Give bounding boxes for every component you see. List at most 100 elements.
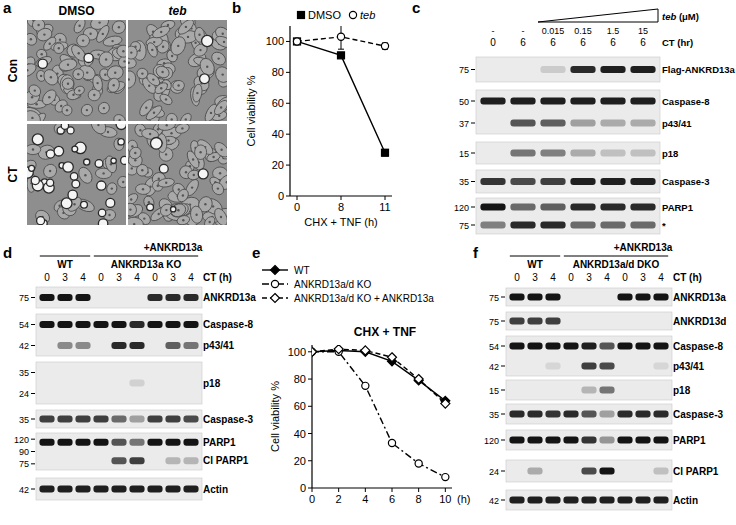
membrane [36, 362, 202, 404]
mw-marker: 42 [489, 496, 499, 506]
nucleus [40, 75, 42, 77]
nucleus [166, 124, 168, 126]
band [93, 321, 108, 328]
blot-strip [36, 478, 202, 500]
nucleus [177, 209, 179, 211]
y-tick-label: 60 [294, 400, 306, 412]
band [39, 321, 54, 328]
lane-time: 3 [170, 272, 176, 283]
nucleus [58, 47, 60, 49]
x-tick [418, 488, 419, 492]
round-cell [61, 124, 68, 129]
legend-label: teb [360, 9, 375, 21]
y-tick-label: 40 [272, 128, 284, 140]
band [600, 120, 625, 127]
band [563, 411, 578, 418]
nucleus [167, 139, 169, 141]
mw-tick [501, 471, 505, 472]
legend-item: ANKRD13a/d KO + ANKRD13a [262, 293, 434, 304]
y-axis [289, 26, 290, 196]
band [617, 468, 632, 475]
lane-time: 3 [640, 272, 646, 283]
plot-marks [312, 345, 450, 481]
band [635, 387, 650, 394]
band [147, 457, 162, 464]
micrograph [27, 124, 126, 225]
legend-label: ANKRD13a/d KO [294, 279, 371, 290]
band [630, 204, 655, 211]
dose-triangle [538, 9, 658, 22]
nucleus [78, 89, 80, 91]
band [510, 204, 535, 211]
band [111, 342, 126, 349]
band [480, 222, 505, 229]
band [570, 120, 595, 127]
band [93, 380, 108, 387]
band [545, 497, 560, 504]
round-cell [54, 146, 64, 156]
band-label: Cl PARP1 [203, 455, 249, 466]
blot-strip [506, 404, 672, 424]
band [129, 439, 144, 446]
mw-marker: 75 [489, 317, 499, 327]
band [599, 294, 614, 301]
nucleus [103, 107, 105, 109]
round-cell [84, 53, 93, 62]
cell [58, 57, 78, 72]
round-cell [29, 165, 35, 171]
band [635, 318, 650, 325]
band [183, 342, 198, 349]
round-cell [98, 209, 105, 216]
nucleus [31, 117, 33, 119]
cell [128, 69, 138, 89]
band [630, 66, 655, 73]
lane-time: 4 [658, 272, 664, 283]
band [480, 120, 505, 127]
cell [96, 100, 111, 115]
membrane [36, 287, 202, 308]
band [545, 468, 560, 475]
mw-tick [31, 324, 35, 325]
nucleus [182, 219, 184, 221]
blot-strip [506, 288, 672, 306]
nucleus [104, 74, 106, 76]
nucleus [198, 34, 200, 36]
band [563, 318, 578, 325]
nucleus [217, 187, 219, 189]
cell [83, 53, 96, 67]
x-axis [312, 487, 452, 488]
nucleus [111, 187, 113, 189]
band-label: Caspase-3 [673, 409, 723, 420]
nucleus [218, 115, 220, 117]
nucleus [97, 124, 99, 126]
membrane [506, 460, 672, 482]
micrograph [27, 20, 126, 121]
nucleus [148, 85, 150, 87]
round-cell [72, 180, 80, 188]
band [545, 411, 560, 418]
cell [35, 26, 54, 43]
band [630, 150, 655, 157]
nucleus [158, 178, 160, 180]
cell [52, 124, 69, 137]
band [39, 439, 54, 446]
y-tick [308, 460, 312, 461]
cell [194, 145, 207, 160]
round-cell [151, 138, 163, 150]
band-label: p43/41 [662, 118, 692, 129]
band [653, 437, 668, 444]
band [509, 468, 524, 475]
mw-tick [471, 225, 475, 226]
round-cell [95, 160, 103, 168]
legend-label: ANKRD13a/d KO + ANKRD13a [294, 293, 434, 304]
membrane [506, 336, 672, 376]
nucleus [151, 49, 153, 51]
nucleus [222, 73, 224, 75]
round-cell [70, 173, 77, 180]
cell [128, 46, 137, 59]
dose-label: 0.15 [574, 26, 592, 36]
x-tick [445, 488, 446, 492]
y-tick-label: 60 [272, 97, 284, 109]
lane-time: 0 [514, 272, 520, 283]
cell [27, 157, 39, 178]
